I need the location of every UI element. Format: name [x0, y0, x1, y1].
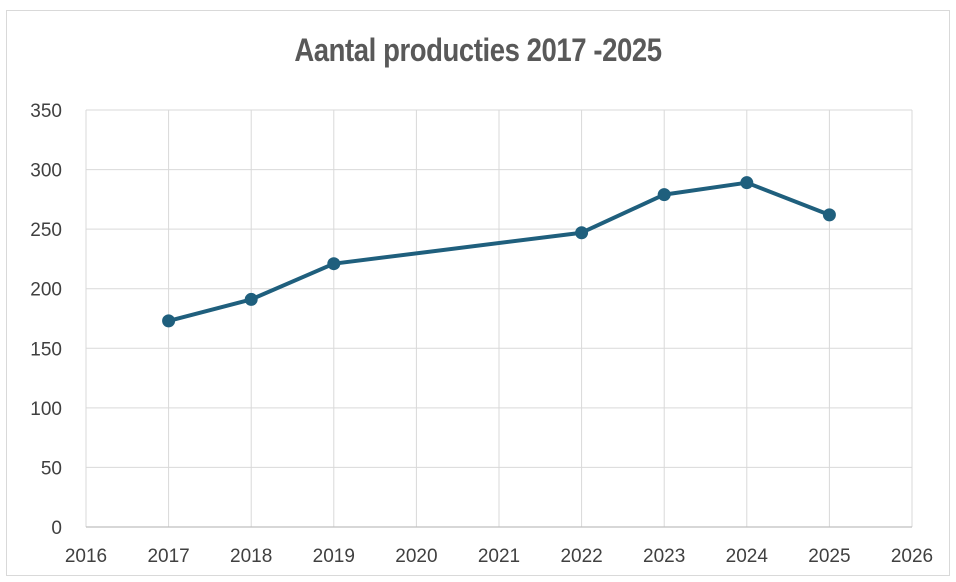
x-tick-label: 2017	[147, 546, 189, 567]
chart-title: Aantal producties 2017 -2025	[294, 32, 662, 68]
data-point	[657, 188, 671, 202]
data-point	[162, 314, 176, 328]
data-point	[822, 208, 836, 222]
x-tick-label: 2019	[313, 546, 355, 567]
label-layer: 0 50 100 150 200 250 300 350 2016 2017 2018 2019 202…	[30, 101, 933, 567]
x-tick-label: 2016	[65, 546, 107, 567]
x-tick-label: 2023	[643, 546, 685, 567]
x-tick-label: 2018	[230, 546, 272, 567]
x-tick-label: 2025	[808, 546, 850, 567]
y-tick-label: 50	[41, 458, 62, 479]
x-tick-label: 2021	[478, 546, 520, 567]
series-layer	[162, 176, 836, 328]
x-tick-label: 2022	[560, 546, 602, 567]
y-tick-label: 350	[30, 101, 62, 122]
y-tick-label: 250	[30, 220, 62, 241]
y-tick-label: 0	[51, 518, 62, 539]
x-tick-label: 2024	[726, 546, 769, 567]
y-tick-label: 150	[30, 339, 62, 360]
y-tick-label: 300	[30, 161, 62, 182]
y-tick-label: 200	[30, 280, 62, 301]
y-tick-label: 100	[30, 399, 62, 420]
data-point	[244, 292, 258, 306]
chart-frame	[6, 10, 950, 576]
x-tick-label: 2026	[891, 546, 933, 567]
x-tick-label: 2020	[395, 546, 437, 567]
data-point	[327, 257, 341, 271]
data-point	[740, 176, 754, 190]
grid-layer	[85, 109, 913, 527]
data-point	[575, 226, 589, 240]
